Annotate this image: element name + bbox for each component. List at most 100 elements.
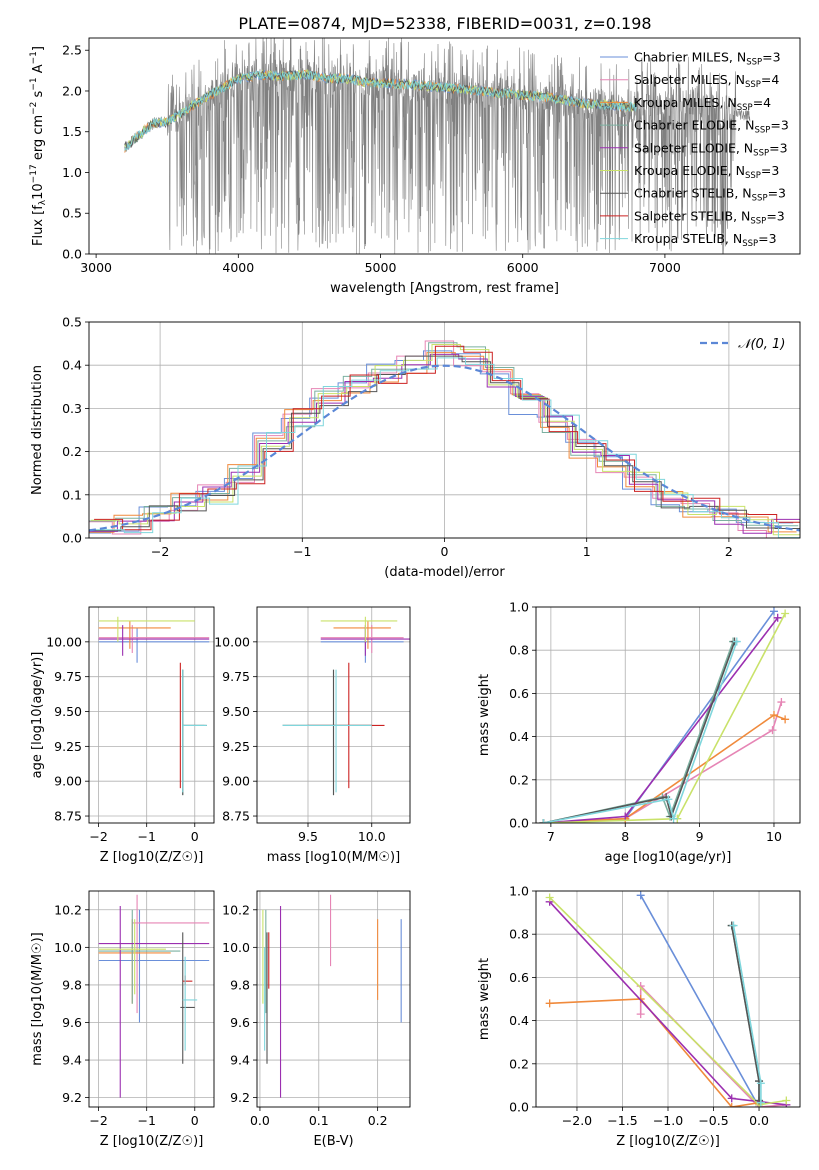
- weight-point-kroupa_stelib: [756, 1079, 765, 1088]
- residual-histogram-salpeter_stelib: [94, 345, 800, 531]
- axes-age_vs_z: −2 −1 0 8.75 9.00 9.25 9.50 9.75 10.00 Z [log10(Z…: [30, 607, 214, 865]
- y-tick-label: 9.8: [230, 977, 250, 992]
- x-tick-label: 10.0: [358, 829, 386, 844]
- legend-subscript: SSP: [750, 216, 766, 226]
- model-spectrum-kroupa_stelib: [124, 69, 637, 151]
- weight-point-kroupa_elodie: [781, 609, 790, 618]
- x-tick-label: −2: [151, 544, 169, 559]
- y-tick-label: 2.0: [62, 83, 82, 98]
- weight-point-salpeter_miles: [636, 1010, 645, 1019]
- y-tick-label: 9.00: [222, 774, 250, 789]
- legend-subscript: SSP: [754, 126, 770, 136]
- y-tick-label: 0.2: [509, 1056, 529, 1071]
- y-tick-label: 1.0: [62, 165, 82, 180]
- weight-line-kroupa_stelib: [543, 641, 738, 823]
- axes-mass_vs_ebv: 0.0 0.1 0.2 9.2 9.4 9.6 9.8 10.0 10.2 E(B-V): [222, 891, 410, 1149]
- residual-histogram-chabrier_stelib: [92, 355, 800, 532]
- x-tick-label: 0: [191, 1113, 199, 1128]
- residual-histogram-salpeter_miles: [89, 340, 795, 538]
- y-tick-label: 9.6: [230, 1015, 250, 1030]
- weight-point-kroupa_stelib: [756, 1098, 765, 1107]
- x-tick-label: 7: [547, 829, 555, 844]
- axes-residuals: −2 −1 0 1 2 0.0 0.1 0.2 0.3 0.4 0.5 (data-model)/er…: [30, 315, 800, 580]
- figure-title: PLATE=0874, MJD=52338, FIBERID=0031, z=0…: [238, 14, 651, 33]
- residual-histogram-chabrier_miles: [89, 350, 794, 534]
- y-tick-label: 9.25: [54, 739, 82, 754]
- y-tick-label: 0.4: [509, 1013, 529, 1028]
- residual-histogram-kroupa_stelib: [95, 357, 800, 538]
- y-axis-label: mass weight: [477, 958, 492, 1040]
- x-tick-label: 8: [621, 829, 629, 844]
- x-tick-label: −0.5: [698, 1113, 728, 1128]
- axes-mass_weight_vs_z: −2.0 −1.5 −1.0 −0.5 0.0 0.0 0.2 0.4 0.6 0.8 1.0 Z […: [477, 884, 800, 1149]
- y-axis-label: Normed distribution: [30, 365, 45, 495]
- x-tick-label: 9.5: [298, 829, 318, 844]
- y-tick-label: 9.75: [222, 669, 250, 684]
- x-axis-label: E(B-V): [313, 1134, 353, 1149]
- axes-age_vs_mass: 9.5 10.0 8.75 9.00 9.25 9.50 9.75 10.00 mass [lo…: [214, 607, 410, 865]
- legend-label-chabrier_miles: Chabrier MILES, NSSP=3: [634, 50, 781, 68]
- axes-frame: [88, 890, 215, 1108]
- errorbar-plot-mass_vs_z: [98, 894, 210, 1098]
- x-tick-label: −2.0: [562, 1113, 592, 1128]
- weight-point-kroupa_miles: [727, 1103, 736, 1107]
- y-axis-label: mass weight: [477, 674, 492, 756]
- y-tick-label: 9.50: [222, 704, 250, 719]
- weight-point-salpeter_elodie: [773, 613, 782, 622]
- x-tick-label: 0.2: [368, 1113, 388, 1128]
- legend-subscript: SSP: [746, 58, 762, 68]
- weight-point-kroupa_miles: [545, 999, 554, 1008]
- chart-layer: 3000 4000 5000 6000 70000.00.51.01.52.02.5wa…: [29, 37, 801, 1149]
- axes-frame: [88, 37, 801, 255]
- y-tick-label: 10.0: [222, 940, 250, 955]
- y-tick-label: 0.0: [509, 1100, 529, 1115]
- legend-label-kroupa_elodie: Kroupa ELODIE, NSSP=3: [634, 163, 779, 181]
- x-tick-label: 3000: [80, 260, 112, 275]
- y-tick-label: 9.4: [230, 1053, 250, 1068]
- x-tick-label: 0: [191, 829, 199, 844]
- axes-mass_weight_vs_age: 7 8 9 10 0.0 0.2 0.4 0.6 0.8 1.0 age [log10(age/yr…: [477, 600, 800, 865]
- residual-histogram-salpeter_elodie: [89, 353, 800, 534]
- legend-nssp: =3: [766, 208, 784, 223]
- gaussian-curve: [89, 364, 800, 532]
- x-tick-label: 0.0: [749, 1113, 769, 1128]
- legend-subscript: SSP: [737, 103, 753, 113]
- y-tick-label: 9.25: [222, 739, 250, 754]
- x-tick-label: −2: [89, 829, 107, 844]
- x-tick-label: 0.0: [250, 1113, 270, 1128]
- axes-mass_vs_z: −2 −1 0 9.2 9.4 9.6 9.8 10.0 10.2 Z [log10(Z/Z☉)]…: [30, 891, 214, 1149]
- x-tick-label: 9: [696, 829, 704, 844]
- legend-label-chabrier_elodie: Chabrier ELODIE, NSSP=3: [634, 118, 789, 136]
- residual-plot: [89, 340, 800, 538]
- observed-spectrum-line: [124, 38, 751, 254]
- y-tick-label: 1.0: [509, 600, 529, 615]
- x-tick-label: 0: [441, 544, 449, 559]
- y-tick-label: 9.8: [62, 977, 82, 992]
- x-axis-label: Z [log10(Z/Z☉)]: [100, 850, 204, 865]
- legend-nssp: =3: [758, 231, 776, 246]
- legend-subscript: SSP: [753, 148, 769, 158]
- line-plot-mass_weight_vs_z: [545, 891, 791, 1107]
- y-axis-label: Flux [fλ10−17 erg cm−2 s−1 A−1]: [29, 46, 48, 246]
- y-axis-label: mass [log10(M/M☉)]: [30, 932, 45, 1065]
- legend-subscript: SSP: [745, 171, 761, 181]
- legend-nssp: =4: [761, 72, 779, 87]
- x-tick-label: 5000: [365, 260, 397, 275]
- x-tick-label: 7000: [649, 260, 681, 275]
- x-tick-label: −1.5: [607, 1113, 637, 1128]
- y-tick-label: 10.2: [54, 902, 82, 917]
- weight-point-salpeter_elodie: [621, 812, 630, 821]
- y-tick-label: 8.75: [54, 809, 82, 824]
- errorbar-plot-mass_vs_ebv: [262, 894, 402, 1098]
- legend-subscript: SSP: [742, 239, 758, 249]
- legend-nssp: =3: [761, 163, 779, 178]
- y-tick-label: 0.3: [62, 401, 82, 416]
- axes-frame: [256, 606, 411, 824]
- residual-histogram-kroupa_miles: [89, 352, 797, 533]
- x-tick-label: 4000: [222, 260, 254, 275]
- y-tick-label: 0.4: [509, 729, 529, 744]
- y-tick-label: 9.6: [62, 1015, 82, 1030]
- y-tick-label: 0.2: [62, 444, 82, 459]
- x-tick-label: −2: [89, 1113, 107, 1128]
- legend-subscript: SSP: [752, 194, 768, 204]
